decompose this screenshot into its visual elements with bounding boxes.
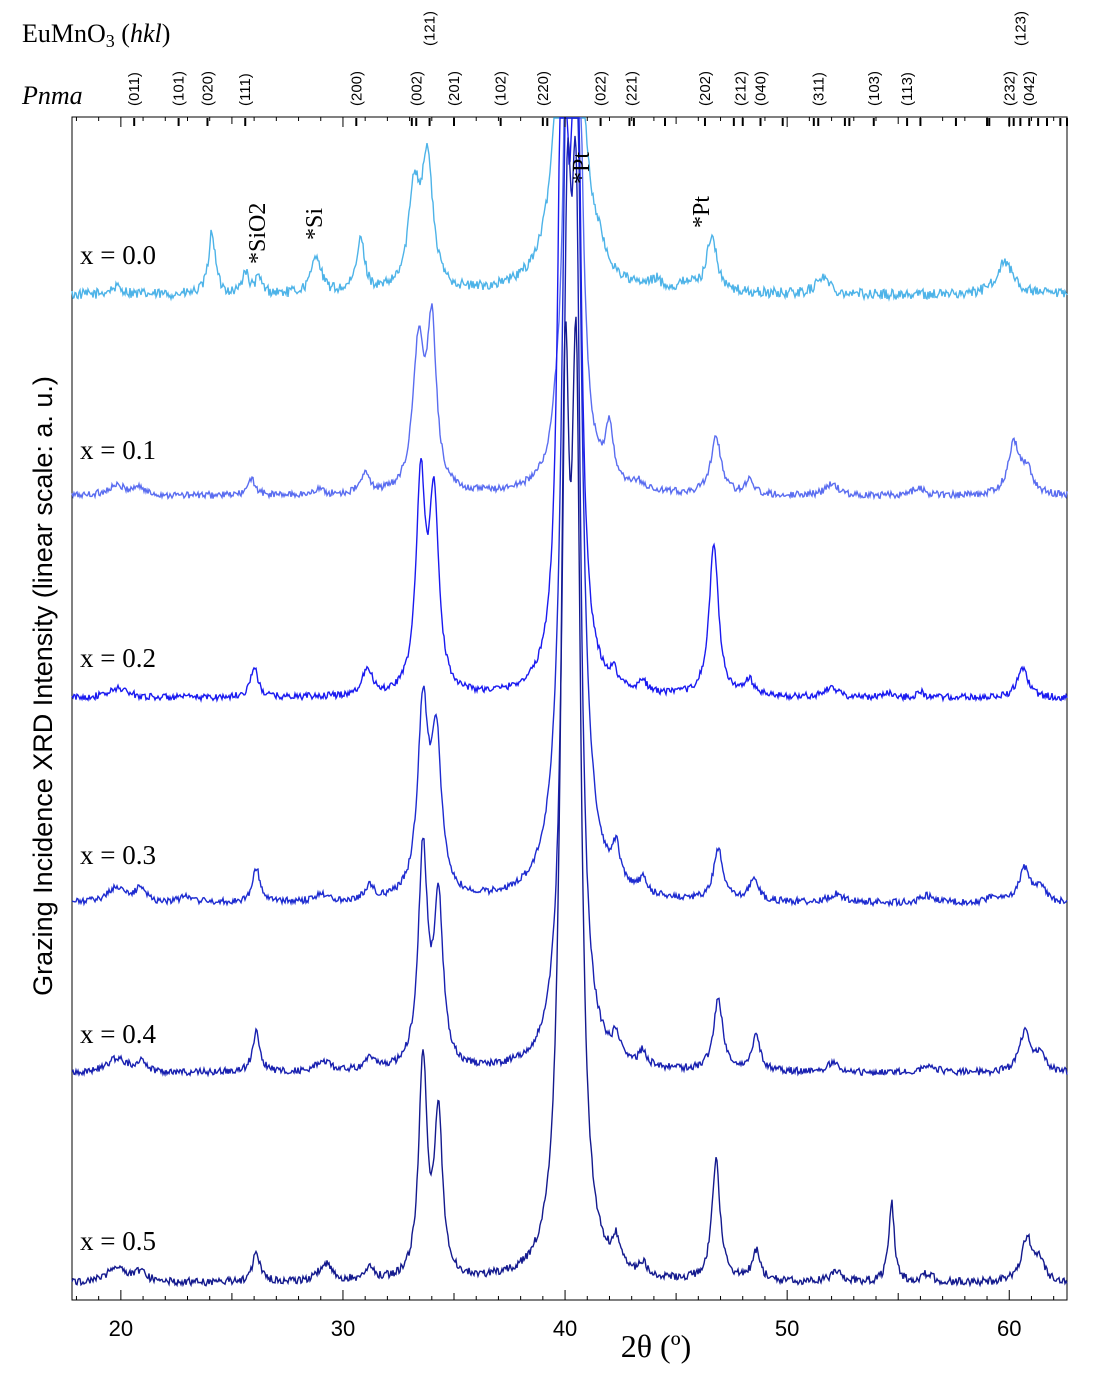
x-tick-label: 50 <box>775 1316 799 1341</box>
x-tick-label: 40 <box>553 1316 577 1341</box>
hkl-label: (123) <box>1012 11 1029 46</box>
hkl-label: (113) <box>899 72 916 106</box>
hkl-label: (040) <box>753 71 770 106</box>
reflection-marks <box>133 118 1068 126</box>
hkl-label: (221) <box>624 71 641 106</box>
annotation: *SiO2 <box>245 203 271 264</box>
hkl-label: (202) <box>697 71 714 106</box>
annotation: *Pt <box>689 196 715 228</box>
x-axis-label: 2θ (º) <box>621 1328 692 1364</box>
hkl-label: (111) <box>237 73 254 106</box>
hkl-label: (020) <box>199 71 216 106</box>
series-line <box>71 316 1068 1288</box>
series-layer: x = 0.0 x = 0.1 x = 0.2 x = 0.3 x = 0.4 x = 0… <box>71 117 1068 1288</box>
chart-title: EuMnO3 (hkl) <box>22 19 170 51</box>
x-tick-label: 20 <box>109 1316 133 1341</box>
hkl-labels: (011) (101) (020) (111) (200) (002) (121) (201)… <box>126 11 1038 106</box>
hkl-label: (042) <box>1021 71 1038 106</box>
series-label: x = 0.3 <box>80 840 156 870</box>
hkl-label: (311) <box>810 72 827 106</box>
annotation: *Si <box>302 208 328 240</box>
hkl-label: (232) <box>1001 71 1018 106</box>
series-label: x = 0.4 <box>80 1019 156 1049</box>
hkl-label: (102) <box>493 71 510 106</box>
series-label: x = 0.5 <box>80 1226 156 1256</box>
x-tick-label: 30 <box>331 1316 355 1341</box>
annotation-text: *Si <box>302 208 328 240</box>
annotations: *SiO2 *Si *Pt *Pt <box>245 152 715 264</box>
series-line <box>71 117 1068 302</box>
hkl-label: (002) <box>408 71 425 106</box>
annotation-text: *SiO2 <box>245 203 271 264</box>
plot-frame <box>71 116 1068 1301</box>
hkl-label: (201) <box>446 71 463 106</box>
chart-subtitle: Pnma <box>21 81 83 110</box>
hkl-label: (101) <box>171 71 188 106</box>
series-label: x = 0.0 <box>80 240 156 270</box>
series-line <box>71 135 1068 1078</box>
series-line <box>71 117 1068 704</box>
annotation: *Pt <box>569 152 595 184</box>
hkl-label: (103) <box>866 71 883 106</box>
series-line <box>71 117 1068 908</box>
hkl-label: (011) <box>126 72 143 106</box>
hkl-label: (200) <box>348 71 365 106</box>
hkl-label: (212) <box>733 71 750 106</box>
series-label: x = 0.1 <box>80 435 156 465</box>
y-axis-label: Grazing Incidence XRD Intensity (linear … <box>28 376 58 996</box>
annotation-text: *Pt <box>689 196 715 228</box>
hkl-label: (022) <box>593 71 610 106</box>
hkl-label: (220) <box>535 71 552 106</box>
annotation-text: *Pt <box>569 152 595 184</box>
x-tick-label: 60 <box>997 1316 1021 1341</box>
hkl-label: (121) <box>422 11 439 46</box>
x-axis: 20 30 40 50 60 <box>75 117 1055 1341</box>
series-label: x = 0.2 <box>80 643 156 673</box>
